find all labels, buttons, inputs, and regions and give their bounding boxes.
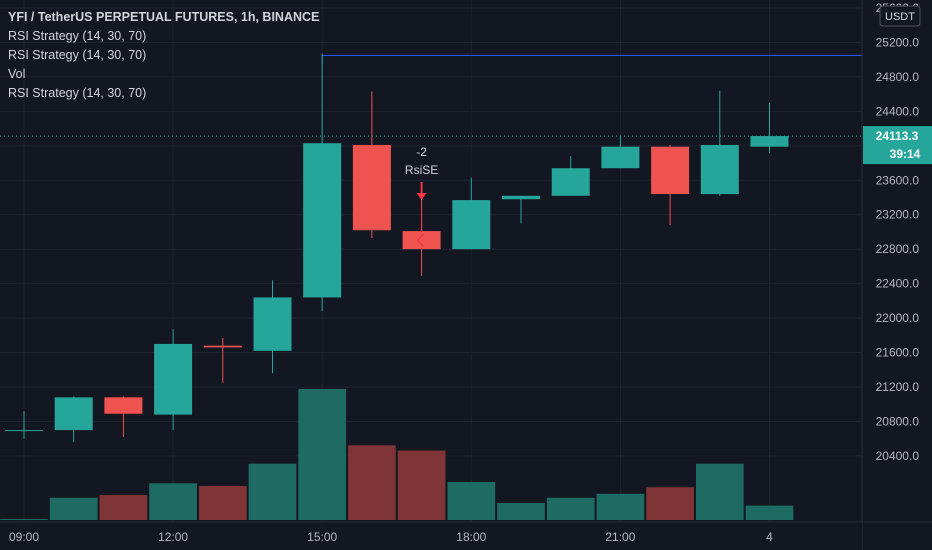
currency-label: USDT: [885, 11, 915, 23]
volume-bar: [646, 487, 694, 520]
volume-bar: [298, 389, 347, 520]
candle: [203, 337, 242, 383]
volume-bar: [546, 497, 595, 520]
price-tick-label: 20400.0: [876, 449, 920, 463]
time-tick-label: 21:00: [605, 530, 635, 544]
price-tick-label: 23200.0: [876, 208, 920, 222]
time-axis: [0, 522, 862, 550]
signal-entry-marker: [416, 233, 425, 247]
price-tick-label: 21600.0: [876, 346, 920, 360]
price-tick-label: 22800.0: [876, 242, 920, 256]
time-tick-label: 18:00: [456, 530, 486, 544]
last-price-badge: [863, 126, 932, 165]
time-tick-label: 12:00: [158, 530, 188, 544]
volume-bar: [198, 485, 247, 520]
volume-bar: [695, 463, 744, 520]
last-price-value: 24113.3: [876, 129, 919, 143]
candle-body: [452, 200, 491, 250]
volume-bar: [149, 483, 197, 520]
volume-bar: [745, 505, 794, 520]
price-tick-label: 20800.0: [876, 414, 920, 428]
candle-body: [54, 397, 93, 431]
volume-bar: [447, 482, 496, 520]
price-tick-label: 24400.0: [876, 104, 920, 118]
candle-body: [303, 143, 342, 298]
price-tick-label: 22400.0: [876, 277, 920, 291]
time-tick-label: 4: [766, 530, 773, 544]
candle-body: [601, 146, 640, 169]
volume-bar: [99, 495, 148, 520]
candle: [551, 156, 590, 196]
price-tick-label: 21200.0: [876, 380, 920, 394]
candle-body: [651, 146, 690, 195]
candle: [154, 329, 193, 431]
candle-body: [352, 144, 391, 231]
price-tick-label: 24800.0: [876, 70, 920, 84]
bar-countdown: 39:14: [890, 147, 921, 161]
indicator-label[interactable]: Vol: [8, 67, 26, 81]
candle: [54, 396, 93, 443]
indicator-label[interactable]: RSI Strategy (14, 30, 70): [8, 29, 147, 43]
candle-body: [700, 144, 739, 195]
volume-bar: [348, 445, 396, 520]
candle-body: [502, 195, 540, 200]
candle: [253, 280, 292, 374]
volume-bar: [49, 497, 98, 520]
price-tick-label: 25200.0: [876, 35, 920, 49]
time-tick-label: 15:00: [307, 530, 337, 544]
candle: [5, 411, 43, 439]
candle: [651, 144, 690, 226]
indicator-label[interactable]: RSI Strategy (14, 30, 70): [8, 48, 147, 62]
currency-badge: [879, 5, 921, 27]
candle-body: [253, 297, 292, 351]
price-tick-label: 22000.0: [876, 311, 920, 325]
legend: YFI / TetherUS PERPETUAL FUTURES, 1h, BI…: [8, 8, 319, 103]
signal-arrow-down-icon: [416, 193, 427, 200]
candle-body: [750, 136, 789, 147]
volume-bar: [248, 463, 297, 520]
candle: [502, 195, 540, 224]
signal-label: RsiSE: [405, 163, 438, 177]
candle: [700, 90, 739, 196]
symbol-title[interactable]: YFI / TetherUS PERPETUAL FUTURES, 1h, BI…: [8, 10, 320, 24]
time-tick-label: 09:00: [9, 530, 39, 544]
candle-body: [203, 345, 242, 348]
candle-body: [154, 343, 193, 415]
candle: [104, 396, 143, 437]
signal-quantity: -2: [416, 145, 427, 159]
volume-bar: [0, 519, 48, 520]
candle-body: [551, 168, 590, 196]
volume-bar: [497, 502, 545, 520]
candle: [452, 177, 491, 250]
volume-bar: [596, 493, 645, 520]
candle-body: [402, 231, 441, 250]
candle: [601, 135, 640, 169]
price-axis: [862, 0, 932, 550]
price-tick-label: 23600.0: [876, 173, 920, 187]
candle: [303, 53, 342, 312]
candle-body: [5, 430, 43, 432]
indicator-label[interactable]: RSI Strategy (14, 30, 70): [8, 86, 147, 100]
candle: [352, 91, 391, 238]
volume-bar: [397, 450, 446, 520]
candle-body: [104, 397, 143, 414]
candle: [750, 102, 789, 153]
